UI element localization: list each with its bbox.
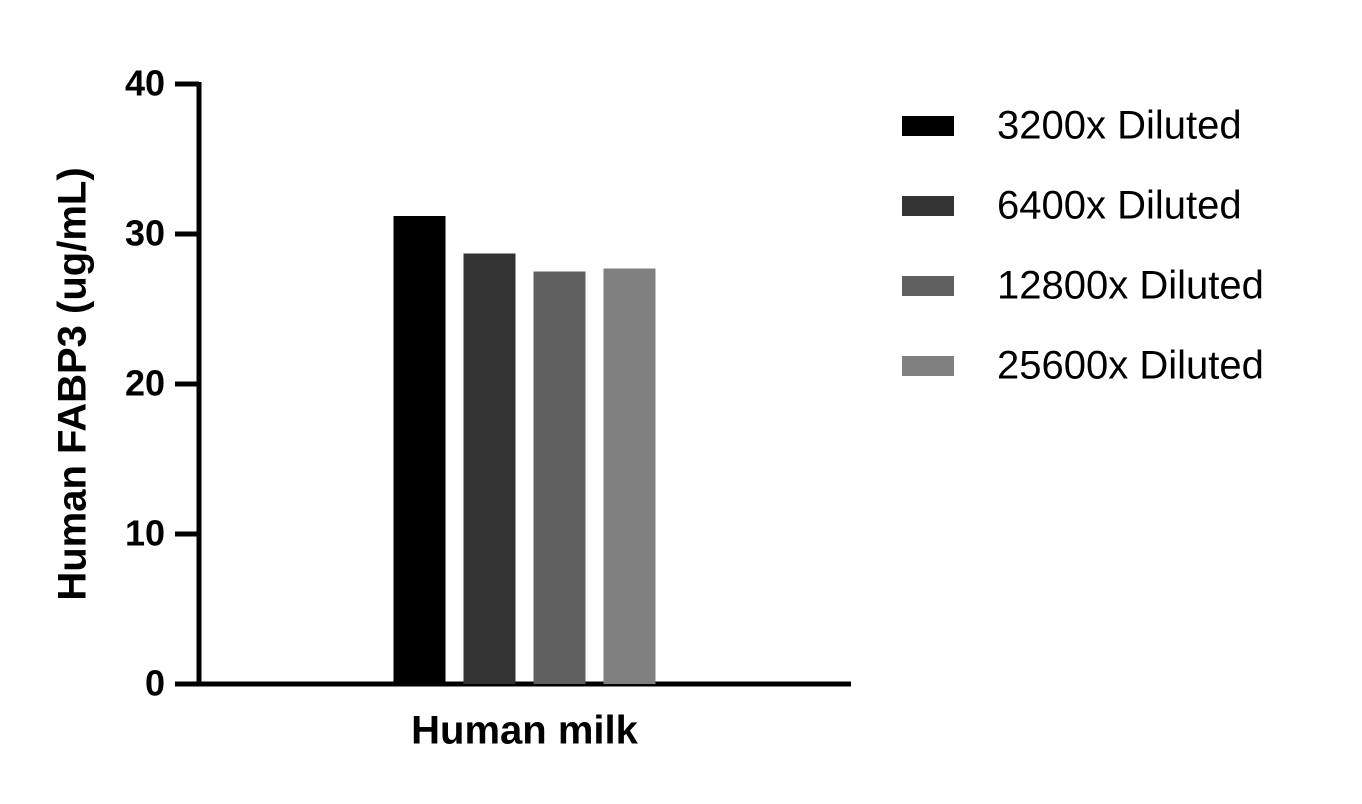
y-tick-label: 40 (125, 63, 165, 104)
bar (603, 268, 656, 684)
y-axis-label: Human FABP3 (ug/mL) (51, 167, 95, 600)
legend-swatch (902, 356, 954, 376)
y-tick-label: 20 (125, 363, 165, 404)
legend-label: 12800x Diluted (997, 264, 1264, 308)
legend-label: 3200x Diluted (997, 104, 1242, 148)
y-tick-label: 30 (125, 213, 165, 254)
x-tick-label: Human milk (411, 709, 638, 753)
y-tick-label: 10 (125, 513, 165, 554)
bar (463, 253, 516, 684)
y-tick-label: 0 (145, 663, 165, 704)
legend-label: 6400x Diluted (997, 184, 1242, 228)
bar (533, 271, 586, 684)
bar (393, 216, 446, 684)
legend-label: 25600x Diluted (997, 344, 1264, 388)
legend-swatch (902, 116, 954, 136)
legend-swatch (902, 276, 954, 296)
legend-swatch (902, 196, 954, 216)
